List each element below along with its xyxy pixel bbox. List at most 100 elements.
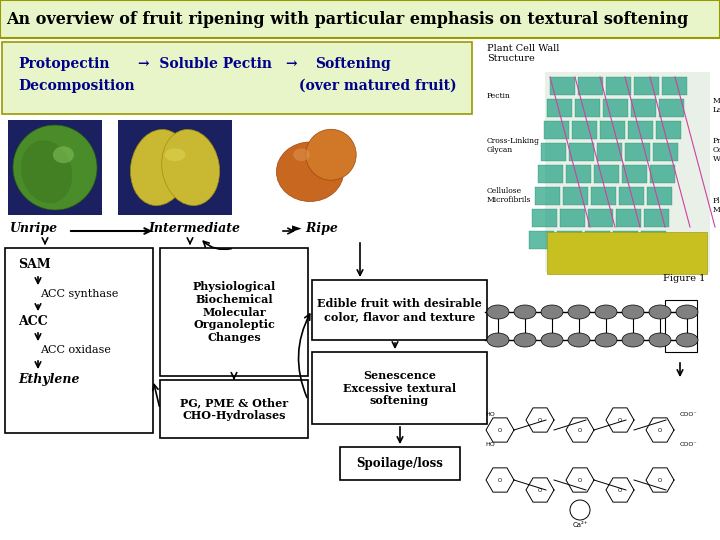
Bar (529, 231, 554, 249)
Text: Physiological
Biochemical
Molecular
Organoleptic
Changes: Physiological Biochemical Molecular Orga… (192, 281, 276, 343)
Text: Cross-Linking
Glycan: Cross-Linking Glycan (487, 137, 540, 154)
Bar (532, 209, 557, 227)
Bar (569, 143, 594, 161)
Ellipse shape (487, 305, 509, 319)
Ellipse shape (568, 333, 590, 347)
Ellipse shape (21, 140, 72, 203)
Ellipse shape (649, 333, 671, 347)
Ellipse shape (130, 130, 189, 206)
Text: O: O (618, 417, 622, 422)
Text: Decomposition: Decomposition (18, 79, 135, 93)
Bar (656, 121, 681, 139)
Text: O: O (658, 428, 662, 433)
Text: Pectin: Pectin (487, 92, 511, 100)
Text: →: → (285, 57, 297, 71)
Ellipse shape (676, 333, 698, 347)
Text: ACC oxidase: ACC oxidase (40, 345, 111, 355)
Bar (557, 231, 582, 249)
Bar (550, 77, 575, 95)
Bar (312, 280, 487, 340)
Ellipse shape (276, 142, 343, 201)
Bar (578, 77, 603, 95)
Bar (603, 99, 628, 117)
Text: PG, PME & Other
CHO-Hydrolases: PG, PME & Other CHO-Hydrolases (180, 397, 288, 421)
Bar (631, 99, 656, 117)
Bar (641, 231, 666, 249)
Text: Primary
Cell
Wall: Primary Cell Wall (713, 137, 720, 164)
Text: An overview of fruit ripening with particular emphasis on textural softening: An overview of fruit ripening with parti… (6, 10, 688, 28)
Bar (5, 248, 153, 433)
Bar (622, 165, 647, 183)
Ellipse shape (514, 305, 536, 319)
Text: SAM: SAM (18, 258, 50, 271)
Bar (613, 231, 638, 249)
Ellipse shape (53, 146, 74, 163)
Text: Softening: Softening (315, 57, 391, 71)
Text: Middle
Lamella: Middle Lamella (713, 97, 720, 114)
Ellipse shape (649, 305, 671, 319)
Text: O: O (578, 477, 582, 483)
Bar (340, 447, 460, 480)
Bar (560, 209, 585, 227)
Ellipse shape (568, 305, 590, 319)
Text: HO: HO (485, 413, 495, 417)
Ellipse shape (541, 333, 563, 347)
Ellipse shape (13, 125, 97, 210)
Text: O: O (578, 428, 582, 433)
Text: Cellulose
Microfibrils: Cellulose Microfibrils (487, 187, 531, 204)
Bar (8, 120, 102, 215)
Text: Spoilage/loss: Spoilage/loss (356, 457, 444, 470)
Bar (0, 0, 720, 38)
Text: Intermediate: Intermediate (148, 222, 240, 235)
Ellipse shape (541, 305, 563, 319)
Bar (662, 77, 687, 95)
Ellipse shape (622, 305, 644, 319)
Bar (606, 77, 631, 95)
Bar (647, 187, 672, 205)
Bar (544, 121, 569, 139)
Bar (650, 165, 675, 183)
Bar (535, 187, 560, 205)
Text: (over matured fruit): (over matured fruit) (299, 79, 456, 93)
Bar (634, 77, 659, 95)
Bar (563, 187, 588, 205)
Ellipse shape (595, 305, 617, 319)
Text: Protopectin: Protopectin (18, 57, 109, 71)
Text: Plasma
Membrane: Plasma Membrane (713, 197, 720, 214)
Bar (160, 248, 308, 376)
Ellipse shape (676, 305, 698, 319)
Ellipse shape (595, 333, 617, 347)
Bar (665, 300, 697, 352)
Bar (653, 143, 678, 161)
Text: ► Ripe: ► Ripe (292, 222, 338, 235)
Ellipse shape (165, 148, 186, 161)
Bar (538, 165, 563, 183)
Bar (566, 165, 591, 183)
Text: Ethylene: Ethylene (18, 373, 79, 386)
Bar (572, 121, 597, 139)
Bar (541, 143, 566, 161)
Ellipse shape (306, 129, 356, 180)
Bar (118, 120, 232, 215)
Bar (591, 187, 616, 205)
Ellipse shape (622, 333, 644, 347)
Text: HO: HO (485, 442, 495, 448)
Text: Plant Cell Wall
Structure: Plant Cell Wall Structure (487, 44, 559, 63)
Bar (625, 143, 650, 161)
Bar (312, 352, 487, 424)
Text: Senescence
Excessive textural
softening: Senescence Excessive textural softening (343, 370, 456, 406)
Bar (2, 42, 472, 114)
Text: ACC: ACC (18, 315, 48, 328)
Bar (600, 121, 625, 139)
Text: COO⁻: COO⁻ (680, 442, 698, 448)
Bar (619, 187, 644, 205)
Text: →  Soluble Pectin: → Soluble Pectin (138, 57, 272, 71)
Ellipse shape (293, 148, 310, 161)
Text: Figure 1: Figure 1 (662, 274, 705, 283)
Text: O: O (618, 488, 622, 492)
Text: COO⁻: COO⁻ (680, 413, 698, 417)
Bar (588, 209, 613, 227)
Bar (547, 99, 572, 117)
Text: Ca²⁺: Ca²⁺ (572, 522, 588, 528)
Bar (597, 143, 622, 161)
